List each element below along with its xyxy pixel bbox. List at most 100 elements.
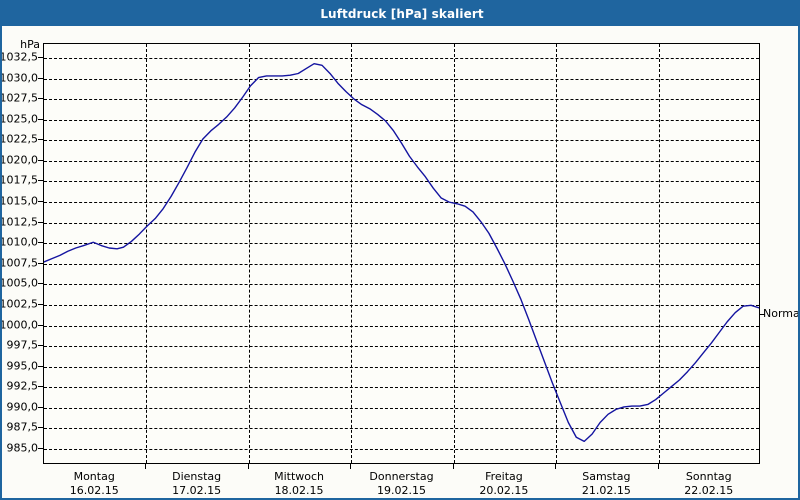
y-axis-tick-label: 1022,5 <box>0 132 38 146</box>
x-axis-tick-label: Samstag 21.02.15 <box>551 470 661 498</box>
y-axis-tick-label: 1027,5 <box>0 91 38 105</box>
y-axis-tick-label: 995,0 <box>6 359 39 373</box>
x-axis-tick-label: Mittwoch 18.02.15 <box>244 470 354 498</box>
x-axis-day-name: Mittwoch <box>274 470 325 483</box>
y-axis-tick-label: 1017,5 <box>0 173 38 187</box>
y-axis-tick-mark <box>38 427 43 429</box>
x-axis-tick-label: Montag 16.02.15 <box>39 470 149 498</box>
y-axis-tick-mark <box>38 118 43 120</box>
gridline-horizontal <box>44 263 759 265</box>
y-axis-tick-label: 1015,0 <box>0 194 38 208</box>
y-axis-tick-mark <box>38 406 43 408</box>
y-axis-tick-mark <box>38 386 43 388</box>
y-axis-tick-label: 1002,5 <box>0 297 38 311</box>
gridline-horizontal <box>44 140 759 142</box>
x-axis-tick-mark <box>555 464 557 469</box>
gridline-vertical <box>146 44 148 463</box>
gridline-horizontal <box>44 58 759 59</box>
x-axis-day-name: Montag <box>73 470 115 483</box>
y-axis-tick-mark <box>38 303 43 305</box>
gridline-horizontal <box>44 387 759 389</box>
x-axis-tick-mark <box>657 464 659 469</box>
gridline-horizontal <box>44 119 759 121</box>
y-axis-tick-mark <box>38 98 43 100</box>
x-axis-tick-mark <box>350 464 352 469</box>
gridline-horizontal <box>44 160 759 162</box>
gridline-vertical <box>248 44 250 463</box>
y-axis-tick-label: 987,5 <box>6 420 39 434</box>
x-axis-tick-mark <box>452 464 454 469</box>
y-axis-tick-mark <box>38 221 43 223</box>
y-axis-tick-label: 1020,0 <box>0 153 38 167</box>
x-axis-day-name: Freitag <box>485 470 523 483</box>
y-axis-tick-label: 997,5 <box>6 338 39 352</box>
gridline-vertical <box>351 44 353 463</box>
y-axis-tick-label: 1007,5 <box>0 256 38 270</box>
gridline-horizontal <box>44 181 759 183</box>
y-axis-tick-mark <box>38 283 43 285</box>
gridline-horizontal <box>44 449 759 450</box>
y-axis-tick-label: 1010,0 <box>0 235 38 249</box>
plot-region <box>43 43 760 464</box>
y-axis-tick-label: 1012,5 <box>0 215 38 229</box>
x-axis-tick-label: Sonntag 22.02.15 <box>654 470 764 498</box>
x-axis-date: 16.02.15 <box>69 484 119 497</box>
y-axis-tick-label: 1025,0 <box>0 112 38 126</box>
x-axis-tick-mark <box>247 464 249 469</box>
chart-area: hPa 1032,5 1030,0 1027,5 1025,0 1022,5 1020,0… <box>0 26 800 498</box>
window-title-bar: Luftdruck [hPa] skaliert <box>2 2 798 26</box>
y-axis-tick-label: 990,0 <box>6 400 39 414</box>
page-title: Luftdruck [hPa] skaliert <box>320 7 484 21</box>
gridline-horizontal <box>44 99 759 101</box>
gridline-horizontal <box>44 202 759 204</box>
x-axis-tick-label: Donnerstag 19.02.15 <box>347 470 457 498</box>
gridline-vertical <box>658 44 660 463</box>
gridline-vertical <box>556 44 558 463</box>
x-axis-tick-label: Freitag 20.02.15 <box>449 470 559 498</box>
gridline-horizontal <box>44 428 759 430</box>
y-axis-tick-label: 1005,0 <box>0 276 38 290</box>
y-axis-tick-label: 1032,5 <box>0 50 38 64</box>
x-axis-date: 19.02.15 <box>377 484 426 497</box>
gridline-horizontal <box>44 346 759 348</box>
x-axis-date: 17.02.15 <box>172 484 222 497</box>
x-axis-date: 18.02.15 <box>274 484 324 497</box>
y-axis-tick-mark <box>38 139 43 141</box>
gridline-vertical <box>453 44 455 463</box>
y-axis-tick-label: 1030,0 <box>0 71 38 85</box>
x-axis-day-name: Dienstag <box>172 470 222 483</box>
y-axis-tick-mark <box>38 365 43 367</box>
x-axis-tick-mark <box>145 464 147 469</box>
x-axis-day-name: Donnerstag <box>369 470 434 483</box>
x-axis-tick-label: Dienstag 17.02.15 <box>142 470 252 498</box>
y-axis-tick-mark <box>38 324 43 326</box>
y-axis-tick-mark <box>38 262 43 264</box>
gridline-horizontal <box>44 407 759 409</box>
y-axis-tick-mark <box>38 159 43 161</box>
y-axis-tick-mark <box>38 201 43 203</box>
normal-level-tick <box>760 314 765 315</box>
y-axis-tick-mark <box>38 57 43 58</box>
gridline-horizontal <box>44 243 759 245</box>
x-axis-date: 20.02.15 <box>479 484 529 497</box>
y-axis-tick-mark <box>38 180 43 182</box>
y-axis-tick-mark <box>38 448 43 449</box>
gridline-horizontal <box>44 78 759 80</box>
x-axis-day-name: Samstag <box>582 470 631 483</box>
gridline-horizontal <box>44 325 759 327</box>
x-axis-day-name: Sonntag <box>685 470 732 483</box>
gridline-horizontal <box>44 366 759 368</box>
y-axis-tick-label: 985,0 <box>6 441 39 455</box>
normal-level-label: Normal <box>763 307 800 320</box>
y-axis-tick-label: 992,5 <box>6 379 39 393</box>
gridline-horizontal <box>44 284 759 286</box>
y-axis-tick-mark <box>38 345 43 347</box>
x-axis-date: 21.02.15 <box>581 484 631 497</box>
gridline-horizontal <box>44 304 759 306</box>
y-axis-title: hPa <box>20 38 40 51</box>
x-axis-date: 22.02.15 <box>684 484 734 497</box>
y-axis-tick-mark <box>38 77 43 79</box>
y-axis-tick-label: 1000,0 <box>0 318 38 332</box>
pressure-line-series <box>44 62 759 443</box>
